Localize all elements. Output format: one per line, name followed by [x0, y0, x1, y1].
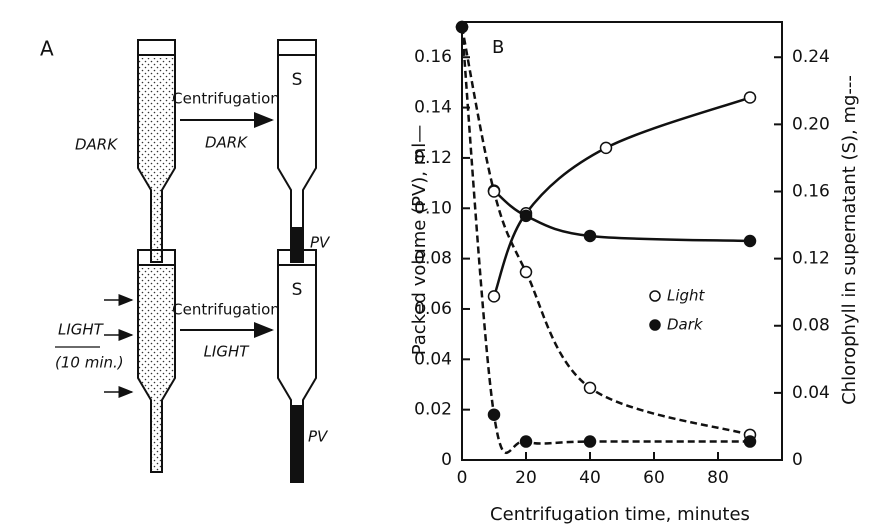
y-tick-label: 0.12 — [414, 148, 452, 168]
x-tick-label: 20 — [515, 468, 537, 488]
data-point — [519, 265, 533, 279]
tube — [137, 39, 176, 263]
data-point — [583, 229, 597, 243]
y2-tick-label: 0.20 — [792, 114, 830, 134]
y2-tick-label: 0.12 — [792, 249, 830, 269]
x-tick-label: 60 — [643, 468, 665, 488]
x-tick-label: 40 — [579, 468, 601, 488]
y-tick-label: 0.02 — [414, 400, 452, 420]
y2-tick-label: 0.24 — [792, 47, 830, 67]
data-point — [743, 234, 757, 248]
legend-marker — [649, 290, 661, 302]
data-point — [583, 435, 597, 448]
legend-marker — [649, 319, 661, 331]
condition: LIGHT — [58, 321, 105, 339]
y-tick-label: 0.14 — [414, 98, 452, 118]
pellet-label: PV — [310, 234, 331, 252]
y-axis-label: Packed volume (PV), ml— — [409, 125, 430, 356]
data-point — [743, 435, 757, 448]
arrow-label: Centrifugation — [172, 90, 280, 108]
data-point — [487, 185, 501, 198]
duration: (10 min.) — [55, 354, 124, 372]
panel-a-text: A DARK Centrifugation DARK S PV LIGHT (1… — [40, 37, 331, 446]
supernatant-label: S — [292, 280, 303, 300]
data-point — [583, 381, 597, 395]
data-point — [743, 91, 757, 104]
y-tick-label: 0.06 — [414, 299, 452, 319]
y-tick-label: 0.10 — [414, 198, 452, 218]
panel-label: B — [492, 37, 504, 58]
y-tick-label: 0 — [441, 450, 452, 470]
data-point — [455, 20, 469, 34]
arrow-label: DARK — [205, 134, 248, 152]
pellet-label: PV — [308, 428, 329, 446]
condition: DARK — [75, 136, 118, 154]
legend-label: Dark — [667, 316, 704, 334]
supernatant-label: S — [292, 70, 303, 90]
series-line — [493, 189, 751, 243]
pellet — [290, 405, 304, 483]
data-point — [487, 408, 501, 421]
y-tick-label: 0.08 — [414, 249, 452, 269]
y2-tick-label: 0 — [792, 450, 803, 470]
pellet — [290, 227, 304, 263]
series-line — [460, 26, 750, 455]
x-axis-label: Centrifugation time, minutes — [490, 504, 750, 525]
tube-contents — [139, 58, 174, 261]
data-point — [599, 141, 613, 155]
plot-frame — [461, 21, 783, 461]
y-tick-label: 0.04 — [414, 349, 452, 369]
y2-tick-label: 0.16 — [792, 181, 830, 201]
legend-label: Light — [667, 287, 706, 305]
y-tick-label: 0.16 — [414, 47, 452, 67]
panel-label: A — [40, 37, 54, 61]
x-tick-label: 80 — [707, 468, 729, 488]
panel-a — [55, 39, 317, 483]
data-point — [519, 209, 533, 223]
y2-tick-label: 0.08 — [792, 316, 830, 336]
arrow-label: LIGHT — [204, 343, 251, 361]
y2-axis-label: Chlorophyll in supernatant (S), mg--- — [839, 75, 860, 405]
data-point — [487, 290, 501, 303]
arrow-label: Centrifugation — [172, 301, 280, 319]
series-line — [492, 96, 751, 297]
series-line — [460, 26, 751, 437]
x-tick-label: 0 — [457, 468, 468, 488]
tube-contents — [139, 268, 174, 471]
tube — [137, 249, 176, 473]
data-point — [519, 435, 533, 448]
y2-tick-label: 0.04 — [792, 383, 830, 403]
